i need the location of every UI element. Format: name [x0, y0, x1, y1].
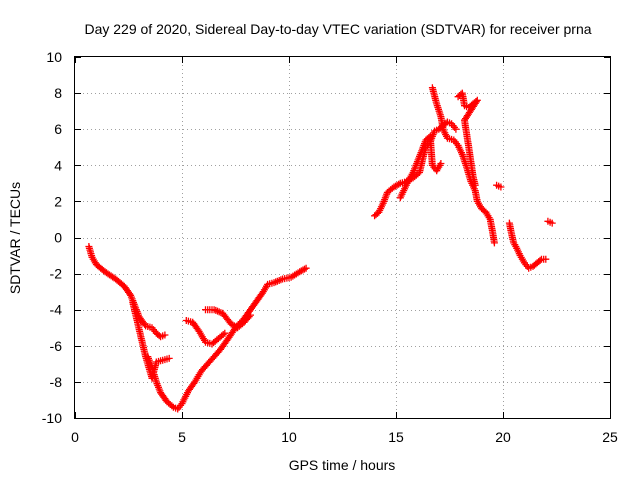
data-point — [395, 180, 403, 188]
data-point — [161, 331, 169, 339]
x-tick-label: 20 — [495, 429, 511, 445]
x-tick-label: 5 — [178, 429, 186, 445]
data-points — [85, 84, 556, 413]
data-point — [452, 125, 460, 133]
y-tick-label: 0 — [54, 230, 62, 246]
y-tick-label: 4 — [54, 157, 62, 173]
data-point — [490, 239, 498, 247]
y-tick-label: -6 — [50, 338, 63, 354]
data-point — [471, 181, 479, 189]
y-tick-label: -8 — [50, 374, 63, 390]
data-point — [168, 402, 176, 410]
y-tick-label: -2 — [50, 266, 63, 282]
data-point — [548, 219, 556, 227]
y-axis-label: SDTVAR / TECUs — [7, 182, 23, 294]
series-track-d — [182, 317, 229, 348]
series-track-l — [544, 217, 556, 227]
y-tick-label: 6 — [54, 121, 62, 137]
x-tick-labels: 0 5 10 15 20 25 — [71, 429, 618, 445]
x-tick-label: 10 — [281, 429, 297, 445]
data-point — [497, 183, 505, 191]
series-track-h — [428, 84, 498, 247]
series-track-g — [396, 132, 445, 202]
x-tick-label: 0 — [71, 429, 79, 445]
grid — [75, 57, 610, 418]
series-track-a — [85, 243, 169, 341]
chart-title: Day 229 of 2020, Sidereal Day-to-day VTE… — [84, 21, 591, 37]
data-point — [247, 311, 254, 319]
series-track-e — [202, 306, 254, 332]
series-track-c — [144, 264, 310, 413]
x-axis-label: GPS time / hours — [289, 457, 396, 473]
y-tick-labels: -10 -8 -6 -4 -2 0 2 4 6 8 10 — [42, 49, 62, 426]
series-track-j — [493, 181, 505, 191]
data-point — [536, 256, 544, 264]
x-tick-label: 15 — [388, 429, 404, 445]
y-tick-label: 2 — [54, 193, 62, 209]
plot-frame — [74, 56, 611, 419]
series-track-k — [505, 219, 550, 272]
data-point — [245, 313, 253, 321]
x-tick-label: 25 — [602, 429, 618, 445]
y-tick-label: -10 — [42, 410, 62, 426]
y-tick-label: -4 — [50, 302, 63, 318]
y-tick-label: 10 — [46, 49, 62, 65]
data-point — [542, 255, 550, 263]
series-track-i — [454, 89, 481, 189]
data-point — [437, 160, 445, 167]
data-point — [302, 264, 310, 272]
data-point — [301, 265, 308, 273]
data-point — [219, 331, 227, 338]
y-tick-label: 8 — [54, 85, 62, 101]
data-point — [165, 354, 173, 362]
data-point — [221, 329, 229, 337]
